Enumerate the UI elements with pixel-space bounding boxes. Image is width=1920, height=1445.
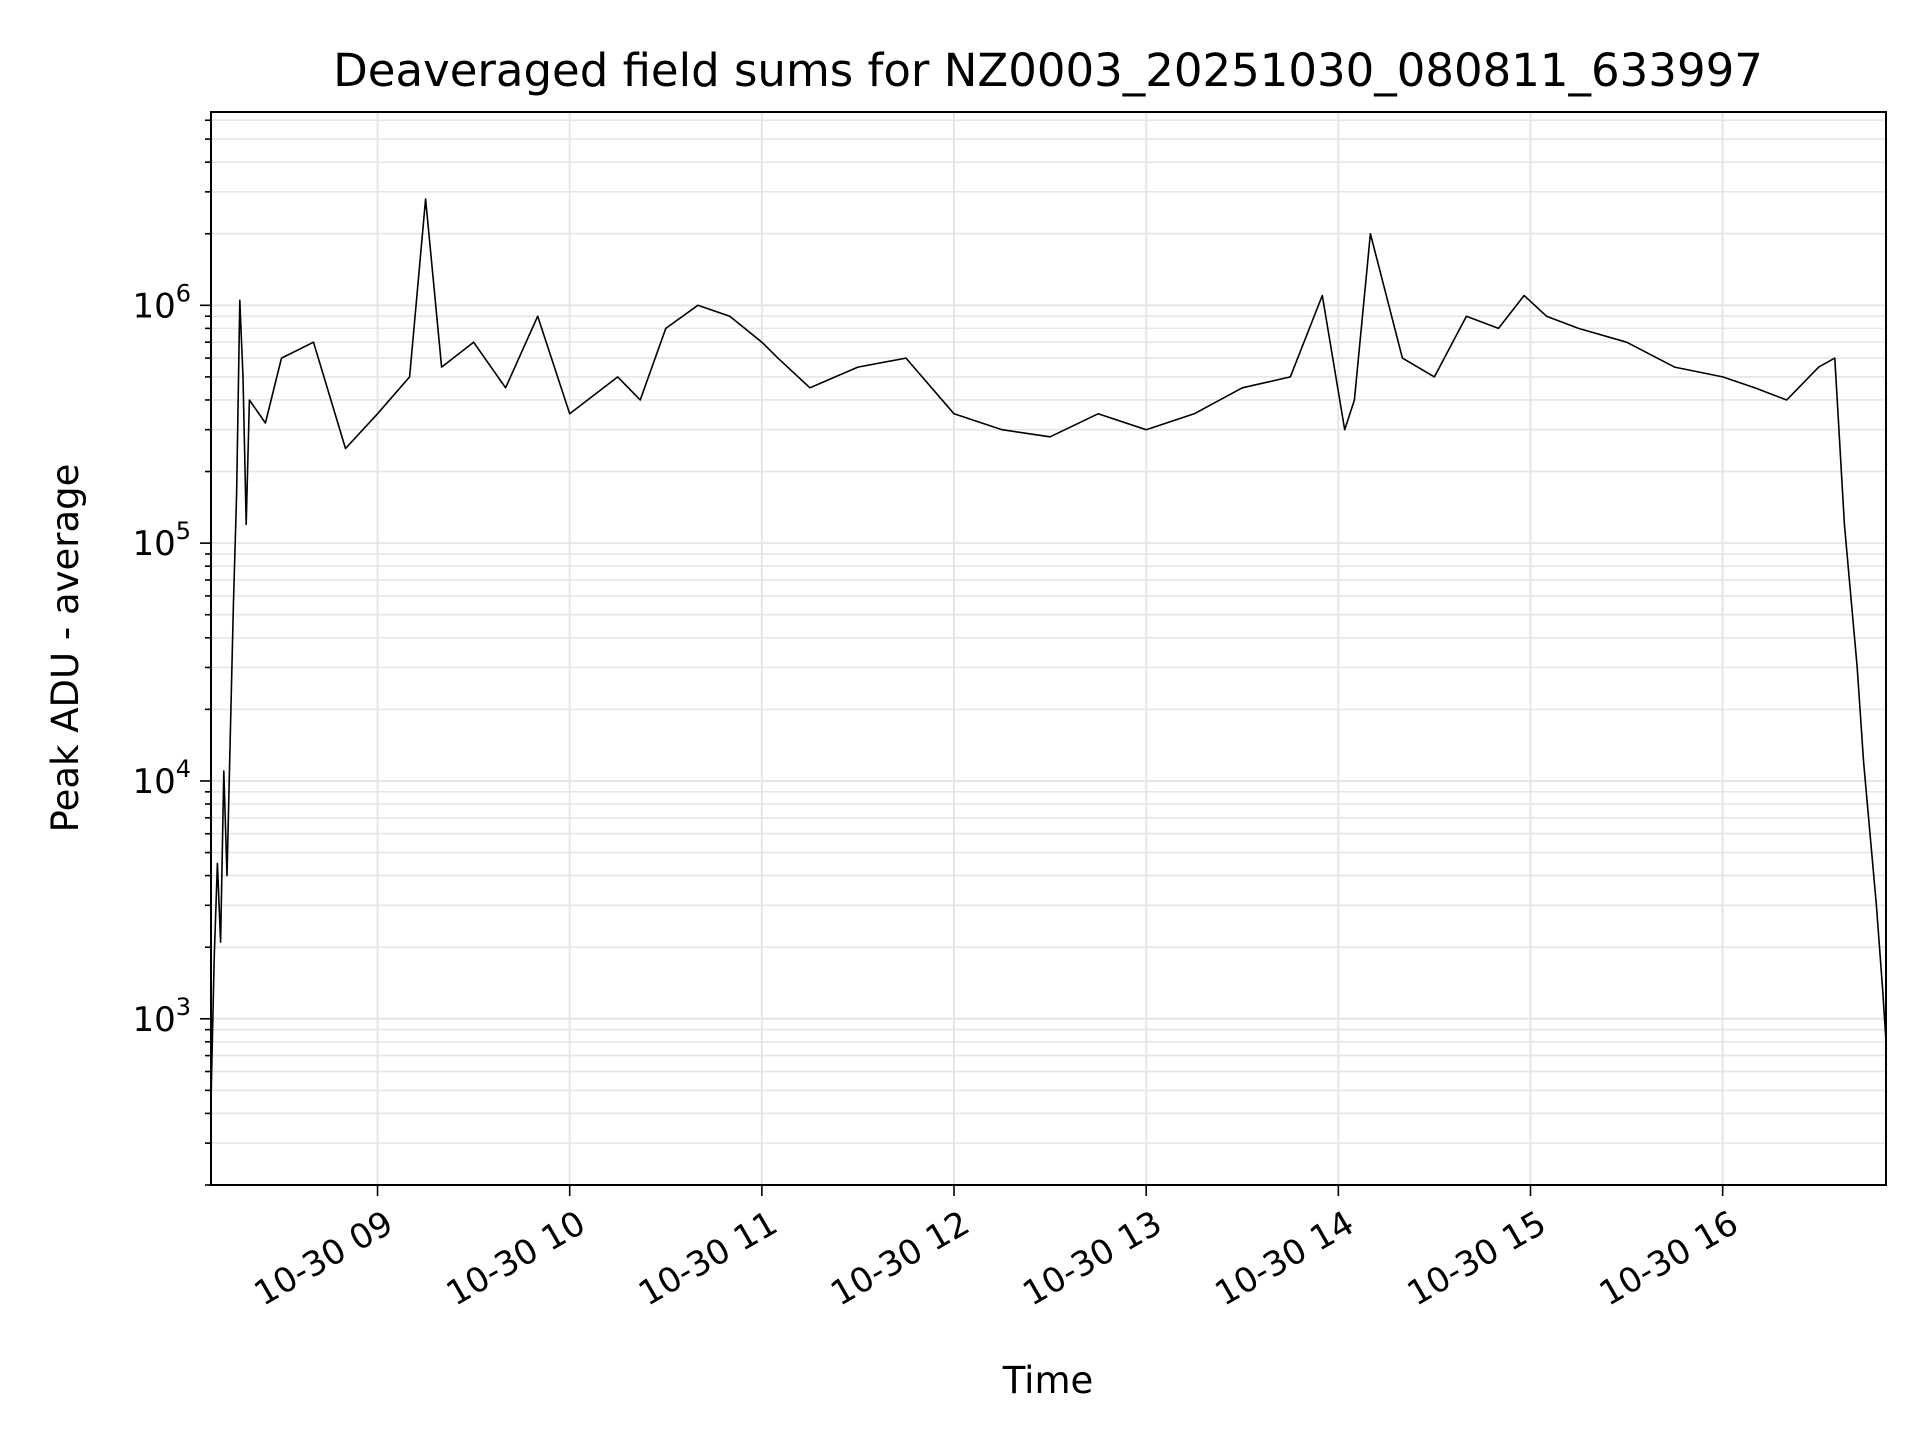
- grid-layer: [211, 112, 1886, 1186]
- y-tick-label-base: 10: [132, 524, 175, 564]
- y-tick-label-base: 10: [132, 762, 175, 802]
- y-tick-label: 105: [132, 517, 191, 564]
- y-tick-label-exponent: 5: [176, 517, 191, 545]
- y-tick-label-exponent: 6: [176, 279, 191, 307]
- y-tick-label-exponent: 4: [176, 755, 191, 783]
- y-tick-label: 104: [132, 755, 191, 802]
- y-tick-label: 106: [132, 279, 191, 326]
- x-axis-label: Time: [1002, 1359, 1094, 1402]
- chart-title: Deaveraged field sums for NZ0003_2025103…: [333, 44, 1763, 97]
- series-line: [210, 198, 1887, 1102]
- y-axis-label: Peak ADU - average: [44, 464, 87, 833]
- y-tick-label-base: 10: [132, 1000, 175, 1040]
- y-tick-label: 103: [132, 993, 191, 1040]
- data-layer: [210, 198, 1887, 1102]
- plot-frame: [210, 111, 1887, 1186]
- y-tick-label-base: 10: [132, 286, 175, 326]
- y-tick-label-exponent: 3: [176, 993, 191, 1021]
